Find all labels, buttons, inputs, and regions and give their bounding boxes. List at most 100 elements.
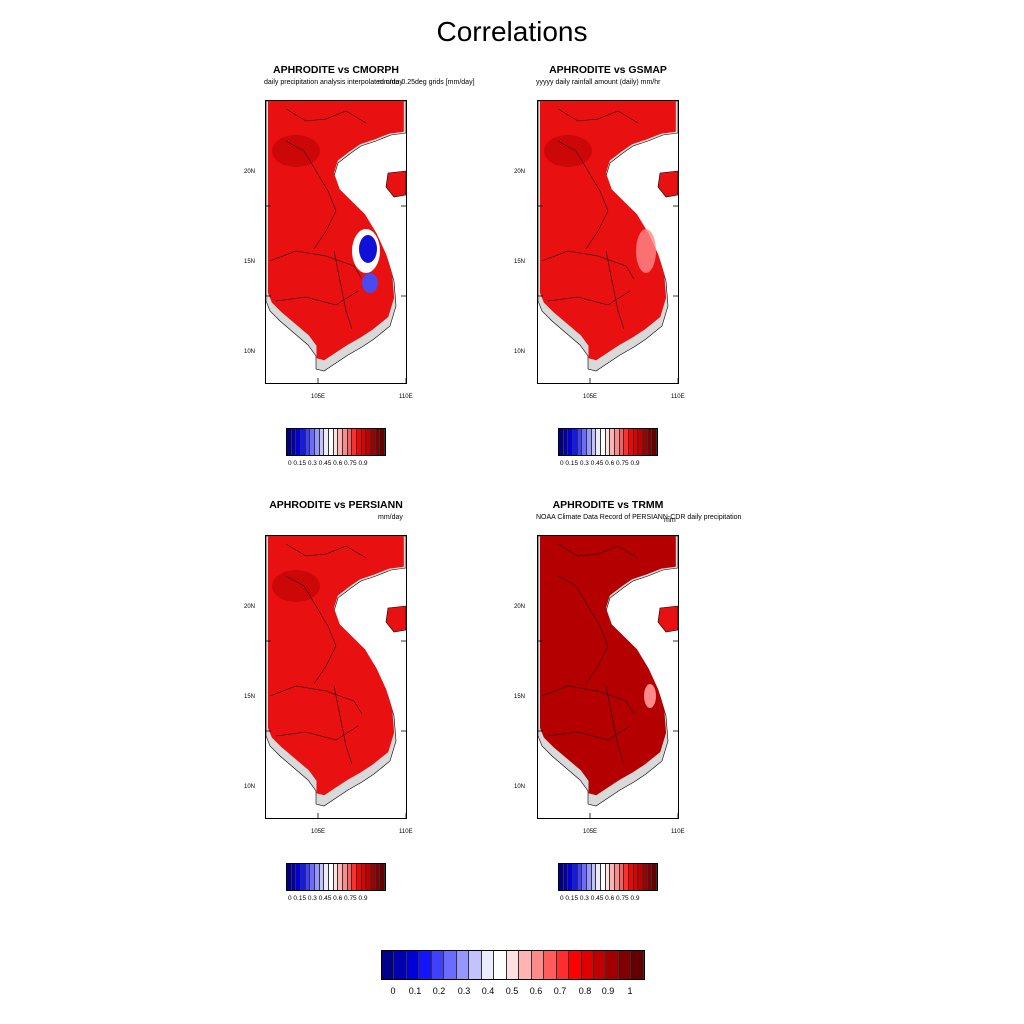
country-border (269, 685, 363, 715)
colorbar-swatch (361, 864, 367, 890)
colorbar-swatch (481, 951, 495, 979)
panel-persiann: APHRODITE vs PERSIANN mm/day 20N 15N 10N… (244, 499, 536, 902)
colorbar-swatch (618, 951, 632, 979)
colorbar-tick-label: 0.7 (553, 986, 567, 996)
colorbar-swatch (287, 429, 292, 455)
hainan-island (657, 170, 678, 198)
colorbar-swatch (591, 864, 597, 890)
colorbar-swatch (633, 429, 639, 455)
colorbar-swatch (605, 429, 611, 455)
colorbar-swatch (343, 864, 348, 890)
colorbar-swatch (601, 864, 606, 890)
colorbar-swatch (559, 429, 564, 455)
colorbar-swatch (610, 429, 616, 455)
colorbar-swatch (333, 864, 339, 890)
colorbar-swatch (366, 429, 372, 455)
colorbar-swatch (291, 864, 297, 890)
colorbar-swatch (494, 951, 507, 979)
correlation-map (266, 536, 406, 818)
panel-left-subtitle: daily precipitation analysis interpolate… (264, 79, 475, 86)
panel-right-subtitle: mm/day (378, 79, 403, 86)
lat-label-10n: 10N (514, 349, 526, 355)
negative-correlation-area (362, 273, 378, 293)
colorbar-swatch (361, 429, 367, 455)
panel-colorbar-labels: 0 0.15 0.3 0.45 0.6 0.75 0.9 (288, 460, 368, 467)
colorbar-swatch (615, 429, 620, 455)
colorbar-swatch (301, 864, 306, 890)
panel-cmorph: APHRODITE vs CMORPH daily precipitation … (244, 64, 536, 467)
colorbar-swatch (647, 429, 653, 455)
panel-title: APHRODITE vs PERSIANN (269, 499, 403, 511)
colorbar-swatch (633, 864, 639, 890)
colorbar-swatch (610, 864, 616, 890)
lon-label-110e: 110E (399, 829, 413, 835)
lon-label-110e: 110E (399, 394, 413, 400)
colorbar-swatch (559, 864, 564, 890)
high-correlation-area (544, 135, 592, 167)
colorbar-swatch (419, 951, 432, 979)
panel-title: APHRODITE vs TRMM (552, 499, 664, 511)
colorbar-swatch (315, 864, 320, 890)
colorbar-swatch (573, 429, 578, 455)
colorbar-swatch (324, 864, 330, 890)
colorbar-swatch (573, 864, 578, 890)
panel-colorbar-labels: 0 0.15 0.3 0.45 0.6 0.75 0.9 (560, 460, 640, 467)
panel-trmm: APHRODITE vs TRMM NOAA Climate Data Reco… (514, 499, 808, 902)
country-border (269, 250, 363, 280)
country-border (557, 140, 609, 250)
colorbar-swatch (601, 429, 606, 455)
correlation-map (538, 536, 678, 818)
colorbar-swatch (638, 864, 644, 890)
colorbar-swatch (366, 864, 372, 890)
colorbar-swatch (296, 429, 302, 455)
map-frame (265, 535, 407, 819)
lon-label-105e: 105E (583, 829, 598, 835)
colorbar-swatch (544, 951, 557, 979)
country-border (605, 250, 625, 330)
country-border (605, 685, 625, 765)
colorbar-swatch (380, 429, 386, 455)
map-frame (537, 100, 679, 384)
panel-colorbar-labels: 0 0.15 0.3 0.45 0.6 0.75 0.9 (288, 895, 368, 902)
colorbar-swatch (643, 864, 648, 890)
panel-colorbar (286, 863, 386, 891)
colorbar-swatch (631, 951, 644, 979)
colorbar-swatch (305, 864, 311, 890)
colorbar-swatch (329, 864, 334, 890)
lat-label-15n: 15N (244, 694, 256, 700)
colorbar-swatch (357, 864, 362, 890)
colorbar-swatch (619, 864, 625, 890)
colorbar-swatch (569, 951, 582, 979)
colorbar-swatch (652, 864, 658, 890)
country-border (557, 543, 639, 559)
country-border (333, 250, 353, 330)
colorbar-swatch (605, 864, 611, 890)
hainan-island (657, 605, 678, 633)
lat-label-15n: 15N (514, 259, 526, 265)
colorbar-tick-label: 0.5 (505, 986, 519, 996)
colorbar-swatch (333, 429, 339, 455)
main-colorbar (381, 950, 645, 980)
colorbar-swatch (431, 951, 445, 979)
colorbar-swatch (568, 429, 574, 455)
colorbar-swatch (587, 864, 592, 890)
country-border (541, 250, 635, 280)
map-frame (537, 535, 679, 819)
colorbar-swatch (305, 429, 311, 455)
country-border (547, 725, 631, 741)
colorbar-swatch (371, 864, 376, 890)
lat-label-10n: 10N (244, 349, 256, 355)
lat-label-20n: 20N (514, 604, 526, 610)
country-border (557, 108, 639, 124)
country-border (557, 575, 609, 685)
colorbar-tick-label: 0.8 (578, 986, 592, 996)
colorbar-swatch (444, 951, 457, 979)
colorbar-swatch (582, 429, 588, 455)
colorbar-swatch (596, 429, 602, 455)
country-border (285, 140, 337, 250)
colorbar-swatch (382, 951, 395, 979)
colorbar-swatch (624, 864, 630, 890)
panel-left-subtitle: NOAA Climate Data Record of PERSIANN-CDR… (536, 514, 742, 521)
lon-label-105e: 105E (583, 394, 598, 400)
panel-left-subtitle: yyyyy daily rainfall amount (daily) mm/h… (536, 79, 661, 86)
